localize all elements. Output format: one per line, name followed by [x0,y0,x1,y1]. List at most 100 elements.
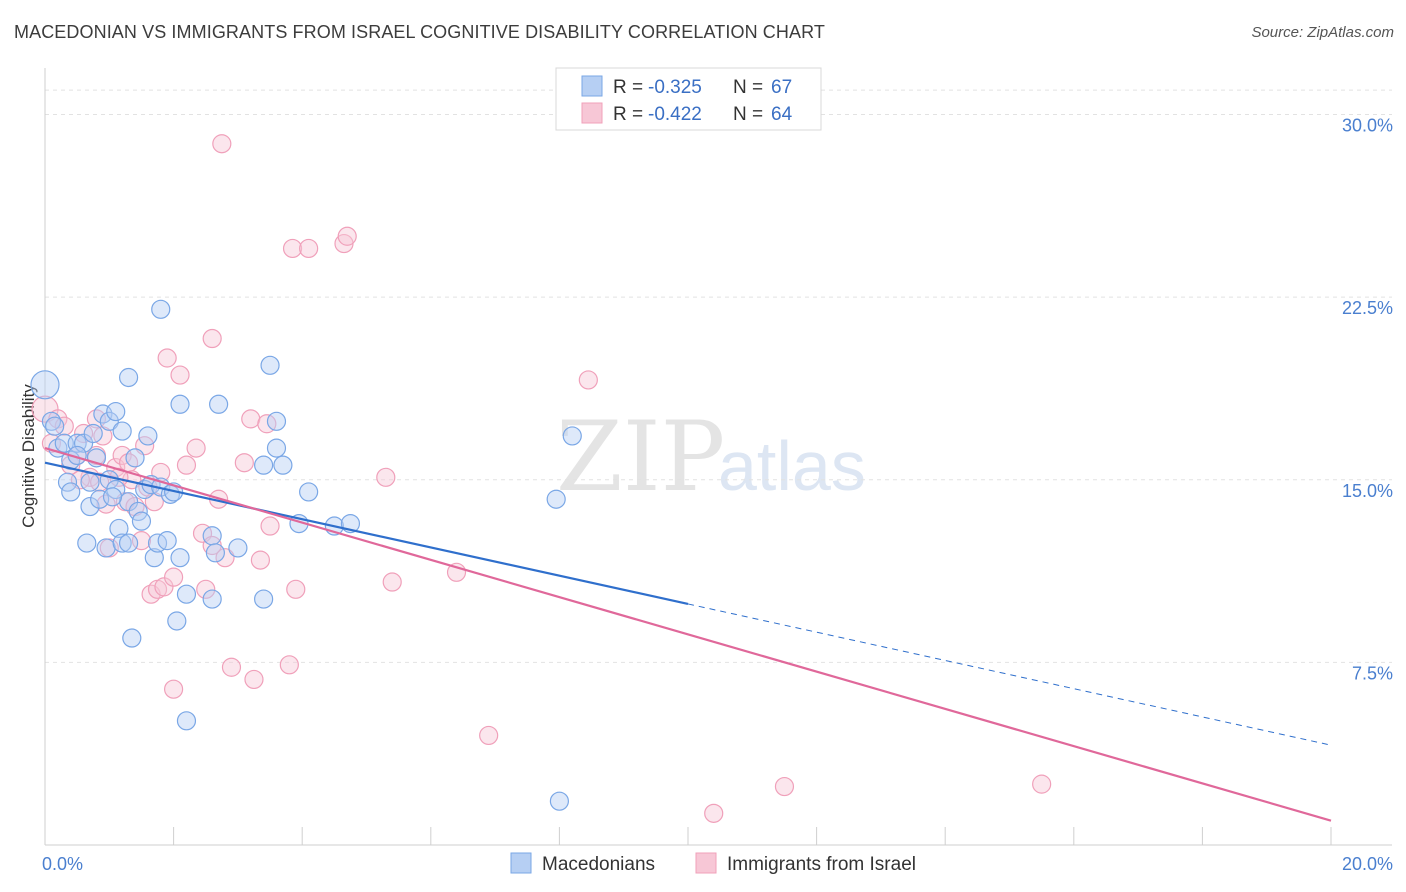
legend-swatch-macedonians [581,75,603,97]
trend-layer [44,447,1332,822]
point-israel-39 [212,134,232,154]
point-macedonians-41 [167,611,187,631]
point-macedonians-55 [266,438,287,458]
point-israel-43 [241,409,261,429]
point-macedonians-47 [202,526,222,546]
point-macedonians-34 [144,548,164,568]
y-tick-label-0: 7.5% [1352,663,1393,683]
legend-n-value-1: 67 [771,77,792,98]
point-israel-27 [154,577,174,597]
point-israel-31 [170,365,190,385]
point-macedonians-26 [118,367,139,388]
point-macedonians-7 [61,482,81,502]
watermark-atlas: atlas [718,427,866,505]
point-macedonians-44 [176,711,197,731]
point-macedonians-0 [30,370,60,400]
trend-line-macedonians-extension [687,603,1332,746]
axis-layer: 7.5% 15.0% 22.5% 30.0% 0.0% 20.0% [42,68,1393,874]
point-macedonians-58 [299,482,319,502]
y-tick-label-1: 15.0% [1342,481,1393,501]
top-legend: R = -0.325 N = 67 R = -0.422 N = 64 [555,67,822,131]
trend-line-macedonians [44,461,689,606]
legend-r-label-2: R = [613,104,643,125]
point-macedonians-18 [99,411,119,431]
point-macedonians-61 [546,489,566,509]
point-israel-41 [221,657,242,677]
watermark-zip: ZIP [556,401,725,513]
point-israel-55 [382,572,402,592]
point-macedonians-49 [209,394,229,414]
point-israel-51 [299,238,319,259]
point-israel-49 [282,238,303,259]
point-israel-48 [279,655,299,675]
trend-line-israel [44,447,1332,822]
point-macedonians-9 [80,472,100,492]
point-israel-53 [337,226,357,246]
x-tick-label-0: 0.0% [42,854,83,874]
point-israel-42 [234,453,254,473]
legend-r-value-2: -0.422 [648,104,702,125]
legend-n-value-2: 64 [771,104,793,125]
point-israel-60 [774,776,795,797]
point-macedonians-10 [80,496,100,517]
point-macedonians-42 [170,548,190,568]
point-macedonians-16 [96,538,116,558]
y-axis-label: Cognitive Disability [19,384,38,528]
point-macedonians-48 [205,543,225,563]
chart-title: MACEDONIAN VS IMMIGRANTS FROM ISRAEL COG… [14,22,825,42]
bottom-legend: Macedonians Immigrants from Israel [510,852,916,875]
point-israel-6 [73,423,94,444]
point-israel-58 [578,370,598,390]
point-macedonians-32 [138,426,158,446]
point-macedonians-22 [112,533,132,553]
legend-n-label-2: N = [733,104,763,125]
legend-swatch-israel [581,102,603,124]
point-israel-0 [31,395,59,423]
point-israel-54 [376,467,396,487]
legend-r-label-1: R = [613,77,643,98]
point-macedonians-46 [202,589,222,609]
point-israel-45 [250,550,271,570]
point-macedonians-19 [106,401,126,422]
point-macedonians-28 [125,448,145,468]
grid-layer [45,89,1392,663]
point-macedonians-38 [157,531,177,551]
point-israel-37 [202,328,222,349]
point-macedonians-11 [77,533,97,553]
point-macedonians-8 [73,433,94,453]
point-macedonians-27 [122,628,142,648]
point-macedonians-53 [260,355,280,375]
point-israel-59 [704,803,724,823]
points-layer [30,134,1052,823]
point-israel-57 [479,725,499,746]
legend-r-value-1: -0.325 [648,77,702,98]
bottom-legend-swatch-macedonians [510,852,532,874]
point-israel-35 [196,579,216,599]
point-macedonians-25 [118,533,139,553]
point-macedonians-21 [109,518,129,539]
bottom-legend-label-israel: Immigrants from Israel [727,854,916,875]
y-tick-label-2: 22.5% [1342,298,1393,318]
point-macedonians-37 [151,299,171,319]
point-macedonians-63 [549,791,570,811]
point-macedonians-12 [83,423,103,444]
point-israel-29 [164,567,184,587]
point-israel-40 [215,548,235,568]
x-tick-label-1: 20.0% [1342,854,1393,874]
point-israel-3 [54,416,74,436]
point-macedonians-64 [45,416,65,436]
point-macedonians-52 [254,589,274,609]
point-macedonians-23 [112,421,132,441]
point-macedonians-54 [266,411,287,431]
point-macedonians-50 [228,538,248,558]
point-israel-28 [157,348,177,368]
point-israel-61 [1032,774,1052,794]
point-israel-32 [176,455,197,475]
point-macedonians-51 [254,455,274,475]
legend-n-label-1: N = [733,77,763,98]
bottom-legend-swatch-israel [695,852,717,874]
bottom-legend-label-macedonians: Macedonians [542,854,655,875]
y-tick-label-3: 30.0% [1342,116,1393,136]
point-israel-47 [260,516,280,536]
